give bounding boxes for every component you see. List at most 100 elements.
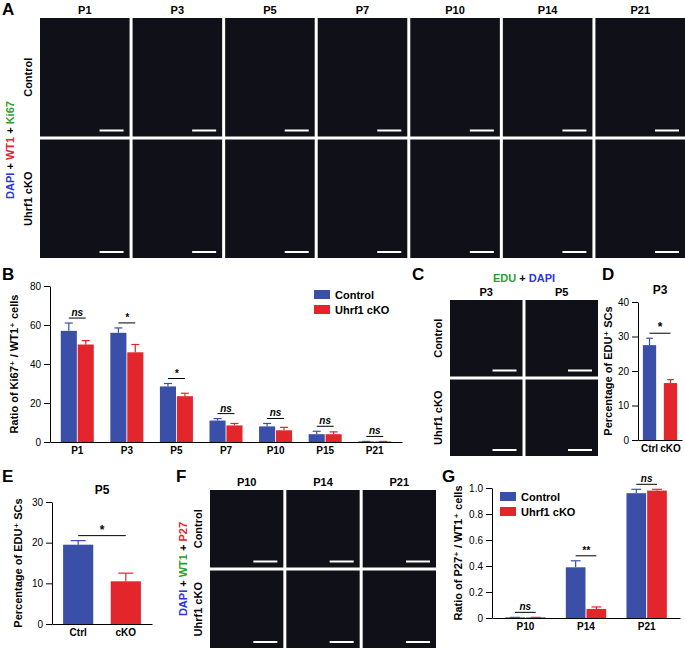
- legend-label: Uhrf1 cKO: [335, 304, 390, 316]
- y-tick-label: 10: [32, 578, 44, 589]
- error-cap: [591, 606, 601, 607]
- scale-bar: [330, 561, 354, 563]
- stain-name: +: [4, 124, 16, 137]
- error-cap: [531, 617, 541, 618]
- y-tick: 0.8: [469, 509, 492, 520]
- scale-bar: [330, 641, 354, 643]
- error-bar: [631, 489, 641, 493]
- scale-bar: [493, 449, 517, 451]
- column-label: P14: [313, 476, 333, 488]
- x-axis: CtrlcKO: [53, 625, 153, 639]
- micrograph: [225, 18, 315, 137]
- bar-chart: ns**nsnsnsns020406080P1P3P5P7P10P15P21Ra…: [8, 281, 403, 456]
- y-tick: 0: [477, 613, 492, 624]
- x-tick: P3: [121, 445, 134, 456]
- micrograph: [40, 18, 130, 137]
- micrograph: [133, 18, 223, 137]
- figure: AP1P3P5P7P10P14P21ControlUhrf1 cKODAPI +…: [0, 0, 685, 650]
- bar: [78, 345, 94, 443]
- stain-name: DAPI: [4, 173, 16, 199]
- micrograph: [526, 380, 599, 457]
- micrograph: [363, 571, 436, 649]
- error-bar: [591, 607, 601, 609]
- micrograph: [595, 140, 685, 259]
- error-stem: [125, 573, 126, 581]
- column-label: P5: [555, 286, 568, 298]
- micrograph: [286, 571, 359, 649]
- error-bar: [114, 328, 122, 333]
- error-bar: [181, 393, 189, 396]
- x-tick-label: P3: [121, 445, 134, 456]
- y-tick-label: 0: [35, 437, 41, 448]
- scale-bar: [192, 130, 216, 132]
- row-label: Uhrf1 cKO: [192, 582, 204, 637]
- error-bar: [571, 561, 581, 568]
- scale-bar: [406, 641, 430, 643]
- error-cap: [118, 573, 133, 574]
- micrograph: [503, 18, 593, 137]
- legend-swatch: [314, 305, 330, 314]
- y-tick-label: 20: [32, 537, 44, 548]
- x-axis: CtrlcKO: [639, 441, 683, 455]
- x-tick: P21: [366, 445, 384, 456]
- error-cap: [631, 489, 641, 490]
- y-tick-label: 40: [618, 297, 630, 308]
- bar: [566, 567, 586, 618]
- bar: [358, 441, 374, 442]
- y-tick-mark: [486, 592, 492, 593]
- x-axis-line: [51, 442, 403, 443]
- error-bar: [82, 341, 90, 345]
- error-bar: [330, 432, 338, 434]
- y-tick: 0: [37, 619, 52, 630]
- x-tick: P15: [316, 445, 334, 456]
- scale-bar: [655, 251, 679, 253]
- row-label: Control: [432, 319, 444, 358]
- y-tick-label: 0.2: [469, 587, 483, 598]
- panel-letter: A: [2, 0, 14, 19]
- error-cap: [646, 338, 653, 339]
- scale-bar: [655, 130, 679, 132]
- x-tick: P7: [220, 445, 233, 456]
- bar: [160, 386, 176, 442]
- error-cap: [362, 441, 370, 442]
- bar: [587, 609, 607, 618]
- scale-bar: [377, 130, 401, 132]
- legend-label: Control: [521, 491, 560, 503]
- y-tick: 10: [618, 400, 638, 411]
- panel-letter: F: [176, 467, 186, 486]
- column-label: P21: [630, 4, 650, 16]
- micrograph: [210, 490, 283, 568]
- y-tick-label: 10: [618, 400, 630, 411]
- x-tick: P1: [71, 445, 84, 456]
- bar: [177, 396, 193, 442]
- error-bar: [65, 323, 73, 331]
- y-tick: 20: [618, 366, 638, 377]
- y-tick: 0: [35, 437, 50, 448]
- y-tick-label: 0: [623, 435, 629, 446]
- y-axis-title: Percentage of EDU⁺ SCs: [12, 498, 24, 627]
- plot-area: [63, 541, 141, 624]
- x-tick-label: cKO: [660, 443, 681, 454]
- stain-name: +: [516, 272, 529, 284]
- significance-label: ns: [369, 425, 381, 436]
- y-tick: 40: [30, 359, 50, 370]
- y-tick: 0.4: [469, 561, 492, 572]
- stain-name: +: [177, 577, 189, 590]
- y-tick-mark: [632, 440, 638, 441]
- x-tick-label: P15: [316, 445, 334, 456]
- x-tick: Ctrl: [641, 443, 658, 454]
- column-label: P21: [390, 476, 410, 488]
- bar-chart: ns**ns00.20.40.60.81.0P10P14P21Ratio of …: [452, 473, 681, 632]
- row-label: Uhrf1 cKO: [22, 171, 34, 226]
- y-tick: 0.6: [469, 535, 492, 546]
- y-axis-line: [492, 489, 493, 619]
- micrograph: [286, 490, 359, 568]
- x-tick-label: Ctrl: [70, 627, 87, 638]
- y-axis-line: [50, 287, 51, 443]
- x-tick-label: P1: [71, 445, 84, 456]
- micrograph: [210, 571, 283, 649]
- y-tick: 20: [32, 537, 52, 548]
- legend: ControlUhrf1 cKO: [500, 491, 576, 518]
- y-tick-label: 30: [618, 331, 630, 342]
- y-tick-label: 60: [30, 320, 42, 331]
